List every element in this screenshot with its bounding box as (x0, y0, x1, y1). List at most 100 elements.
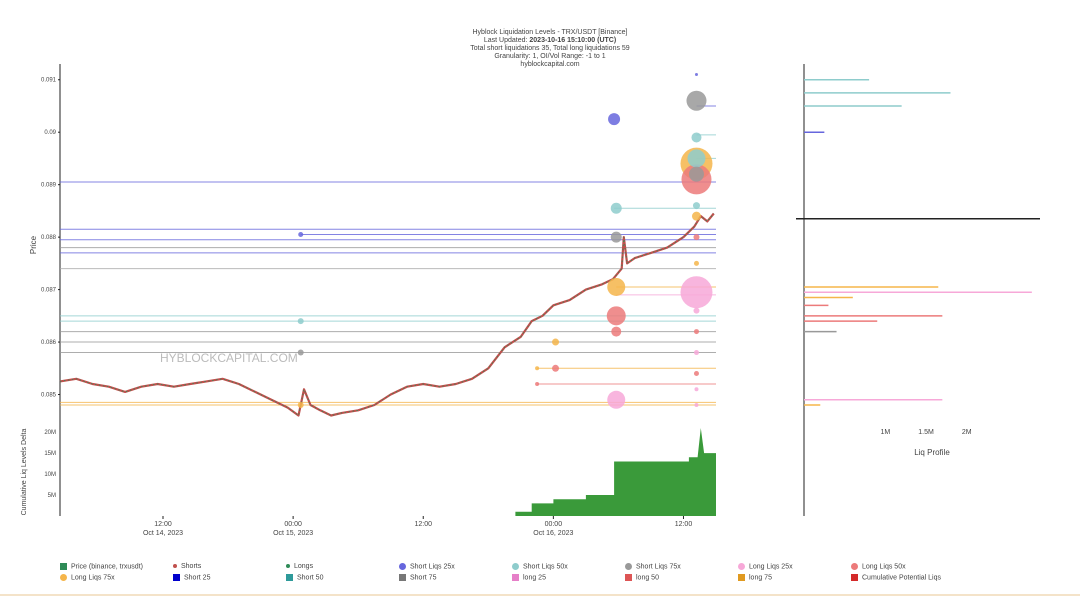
x-tick-date-label: Oct 15, 2023 (273, 530, 313, 537)
long-liquidation-bubble (693, 307, 700, 314)
long-liquidation-bubble (694, 387, 699, 392)
legend-item[interactable]: Long Liqs 25x (738, 563, 793, 570)
long-liquidation-bubble (680, 276, 713, 309)
cumulative-y-tick-label: 5M (48, 493, 56, 499)
x-tick-label: 12:00 (414, 521, 432, 528)
chart-title: Hyblock Liquidation Levels - TRX/USDT [B… (472, 29, 628, 36)
short-liquidation-bubble (298, 232, 304, 238)
legend-swatch-icon (399, 574, 406, 581)
legend-swatch-icon (738, 574, 745, 581)
cumulative-y-axis-label: Cumulative Liq Levels Delta (21, 429, 28, 516)
legend-item[interactable]: long 75 (738, 574, 772, 581)
short-liquidation-bubble (692, 202, 700, 210)
watermark: HYBLOCKCAPITAL.COM (160, 351, 298, 365)
long-liquidation-bubble (607, 390, 626, 409)
short-liquidation-bubble (686, 90, 707, 111)
x-tick-label: 12:00 (154, 521, 172, 528)
bottom-divider (0, 594, 1080, 596)
legend-swatch-icon (738, 563, 745, 570)
last-updated-value: 2023-10-16 15:10:00 (UTC) (529, 37, 617, 44)
short-liquidation-bubble (610, 231, 622, 243)
legend-item[interactable]: Long Liqs 50x (851, 563, 906, 570)
legend-item[interactable]: Short Liqs 50x (512, 563, 568, 570)
legend-swatch-icon (625, 574, 632, 581)
granularity-text: Granularity: 1, OI/Vol Range: -1 to 1 (494, 53, 606, 60)
legend-item[interactable]: long 25 (512, 574, 546, 581)
legend-swatch-icon (512, 563, 519, 570)
legend-item[interactable]: Cumulative Potential Liqs (851, 574, 941, 581)
legend-item[interactable]: Longs (286, 563, 313, 570)
legend-swatch-icon (625, 563, 632, 570)
y-axis-label: Price (29, 235, 38, 254)
legend-swatch-icon (851, 574, 858, 581)
legend-item[interactable]: Short 75 (399, 574, 436, 581)
legend-item[interactable]: Price (binance, trxusdt) (60, 563, 143, 570)
legend-label: Cumulative Potential Liqs (862, 574, 941, 582)
cumulative-y-tick-label: 20M (44, 430, 56, 436)
long-liquidation-bubble (691, 211, 701, 221)
long-liquidation-bubble (552, 364, 560, 372)
legend-swatch-icon (286, 564, 290, 569)
legend-label: long 25 (523, 574, 546, 582)
legend-label: Short Liqs 25x (410, 563, 455, 571)
legend-label: Longs (294, 563, 314, 570)
last-updated: Last Updated: 2023-10-16 15:10:00 (UTC) (380, 37, 720, 45)
short-liquidation-bubble (688, 166, 704, 182)
long-liquidation-bubble (552, 338, 560, 346)
long-liquidation-bubble (297, 402, 304, 409)
short-liquidation-bubble (687, 149, 706, 168)
long-liquidation-bubble (606, 306, 626, 326)
y-tick-label: 0.089 (41, 183, 57, 189)
legend-label: Short Liqs 50x (523, 563, 568, 571)
long-liquidation-bubble (535, 382, 540, 387)
liq-profile-tick-label: 1M (881, 429, 891, 436)
last-updated-label: Last Updated: (483, 37, 528, 44)
long-liquidation-bubble (693, 329, 699, 335)
y-tick-label: 0.087 (41, 288, 57, 294)
legend-swatch-icon (512, 574, 519, 581)
legend-item[interactable]: Short Liqs 25x (399, 563, 455, 570)
legend-item[interactable]: Long Liqs 75x (60, 574, 115, 581)
y-tick-label: 0.09 (44, 130, 56, 136)
price-line-up-candles (59, 213, 715, 417)
long-liquidation-bubble (535, 366, 540, 371)
legend-label: Short 75 (410, 574, 437, 582)
chart-title-block: Hyblock Liquidation Levels - TRX/USDT [B… (380, 29, 720, 69)
short-liquidation-bubble (610, 202, 622, 214)
legend-swatch-icon (399, 563, 406, 570)
legend-item[interactable]: Short Liqs 75x (625, 563, 681, 570)
legend-swatch-icon (173, 574, 180, 581)
liq-profile-tick-label: 2M (962, 429, 972, 436)
legend-label: Short 50 (297, 574, 324, 582)
long-liquidation-bubble (607, 277, 626, 296)
short-liquidation-bubble (297, 349, 304, 356)
legend-swatch-icon (286, 574, 293, 581)
legend-item[interactable]: Short 50 (286, 574, 323, 581)
y-tick-label: 0.086 (41, 340, 57, 346)
legend-swatch-icon (173, 564, 177, 569)
y-tick-label: 0.091 (41, 78, 57, 84)
long-liquidation-bubble (693, 371, 699, 377)
x-tick-date-label: Oct 14, 2023 (143, 530, 183, 537)
liquidation-levels-chart[interactable]: 0.085 0.086 0.087 0.088 0.089 0.09 0.091 Price H… (0, 0, 1080, 560)
legend-label: long 50 (636, 574, 659, 582)
legend-label: Long Liqs 75x (71, 574, 115, 582)
liquidation-totals: Total short liquidations 35, Total long … (470, 45, 630, 52)
legend-item[interactable]: long 50 (625, 574, 659, 581)
x-tick-label: 12:00 (675, 521, 693, 528)
long-liquidation-bubble (611, 326, 622, 337)
legend-item[interactable]: Shorts (173, 563, 201, 570)
short-liquidation-bubble (691, 132, 702, 143)
short-liquidation-bubble (297, 318, 304, 325)
liq-profile-tick-label: 1.5M (918, 429, 934, 436)
long-liquidation-bubble (693, 260, 699, 266)
legend-swatch-icon (60, 563, 67, 570)
long-liquidation-bubble (693, 234, 700, 241)
legend-item[interactable]: Short 25 (173, 574, 210, 581)
liq-profile-label: Liq Profile (914, 448, 950, 457)
short-liquidation-bubble (694, 72, 698, 76)
legend-label: long 75 (749, 574, 772, 582)
y-tick-label: 0.085 (41, 393, 57, 399)
source-site: hyblockcapital.com (520, 61, 580, 68)
short-liquidation-bubble (608, 113, 621, 126)
